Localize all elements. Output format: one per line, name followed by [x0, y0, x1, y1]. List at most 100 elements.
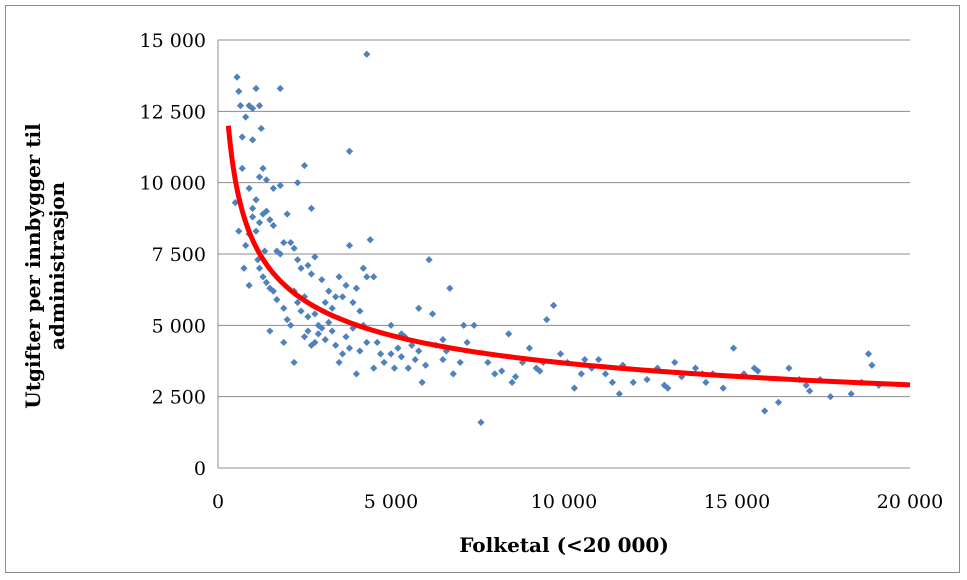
- data-point: [671, 358, 679, 367]
- data-point: [304, 261, 312, 270]
- x-tick-label: 10 000: [531, 491, 597, 513]
- data-point: [318, 324, 326, 332]
- data-point: [245, 281, 253, 289]
- data-point: [304, 313, 312, 321]
- data-point: [252, 227, 260, 235]
- data-point: [508, 378, 516, 386]
- x-tick-label: 0: [212, 491, 224, 513]
- data-point: [283, 316, 291, 324]
- data-point: [380, 358, 388, 367]
- data-point: [307, 204, 316, 212]
- data-point: [619, 361, 627, 369]
- data-point: [397, 353, 405, 361]
- data-point: [377, 350, 385, 358]
- data-point: [577, 370, 585, 378]
- data-point: [233, 73, 241, 81]
- y-tick-label: 2 500: [152, 387, 206, 409]
- data-point: [255, 264, 264, 272]
- data-point: [269, 184, 277, 192]
- data-point: [349, 298, 357, 307]
- data-point: [411, 355, 419, 364]
- data-point: [290, 244, 298, 252]
- data-point: [570, 384, 578, 392]
- axes: [217, 40, 910, 469]
- data-point: [408, 341, 416, 349]
- data-point: [719, 384, 727, 392]
- y-axis-title-line: administrasjon: [45, 181, 69, 350]
- data-point: [259, 164, 267, 172]
- data-point: [754, 367, 762, 375]
- x-tick-label: 5 000: [364, 491, 418, 513]
- data-points: [231, 50, 883, 426]
- data-point: [505, 330, 513, 338]
- data-point: [328, 304, 336, 312]
- y-tick-label: 10 000: [140, 173, 206, 195]
- data-point: [235, 87, 243, 95]
- data-point: [418, 378, 426, 386]
- data-point: [868, 361, 876, 369]
- y-axis-title: Utgifter per innbygger tiladministrasjon: [21, 123, 69, 409]
- data-point: [345, 147, 354, 155]
- data-point: [338, 350, 347, 358]
- data-point: [280, 304, 288, 312]
- data-point: [342, 333, 350, 341]
- data-point: [249, 104, 257, 113]
- data-point: [439, 336, 447, 344]
- data-point: [249, 213, 257, 221]
- data-point: [446, 284, 454, 292]
- data-point: [404, 364, 412, 372]
- data-point: [283, 210, 291, 218]
- data-point: [678, 373, 686, 381]
- data-point: [387, 350, 395, 358]
- data-point: [629, 378, 637, 386]
- data-point: [297, 307, 305, 315]
- x-tick-labels: 0 5 000 10 000 15 000 20 000: [212, 491, 943, 513]
- data-point: [311, 310, 319, 318]
- data-point: [276, 84, 284, 93]
- data-point: [262, 207, 271, 215]
- data-point: [460, 321, 468, 329]
- data-point: [390, 364, 399, 372]
- trend-line: [225, 125, 911, 388]
- y-tick-label: 7 500: [152, 244, 206, 266]
- data-point: [249, 136, 257, 144]
- data-point: [428, 310, 437, 318]
- data-point: [802, 381, 810, 389]
- data-point: [729, 344, 738, 352]
- data-point: [345, 241, 354, 250]
- data-point: [449, 370, 457, 378]
- data-point: [242, 241, 250, 250]
- data-point: [761, 407, 769, 415]
- data-point: [255, 102, 264, 110]
- data-point: [304, 327, 312, 335]
- data-point: [356, 347, 364, 355]
- data-point: [356, 307, 364, 315]
- data-point: [307, 270, 316, 278]
- data-point: [463, 338, 471, 347]
- data-point: [864, 350, 873, 358]
- data-point: [439, 355, 447, 364]
- data-point: [470, 321, 478, 329]
- data-point: [826, 393, 835, 401]
- data-point: [342, 281, 350, 289]
- data-point: [774, 398, 783, 406]
- data-point: [615, 390, 623, 398]
- data-point: [249, 204, 257, 212]
- data-point: [328, 327, 336, 335]
- gridlines: [218, 39, 910, 398]
- data-point: [595, 355, 603, 364]
- data-point: [261, 247, 269, 255]
- data-point: [311, 253, 319, 261]
- data-point: [259, 273, 267, 281]
- data-point: [601, 370, 610, 378]
- x-axis-title: Folketal (<20 000): [459, 533, 669, 557]
- data-point: [359, 264, 367, 272]
- data-point: [484, 358, 492, 367]
- data-point: [352, 370, 360, 378]
- data-point: [550, 301, 558, 309]
- data-point: [293, 256, 302, 264]
- data-point: [345, 344, 354, 352]
- data-point: [608, 378, 617, 386]
- data-point: [325, 318, 333, 327]
